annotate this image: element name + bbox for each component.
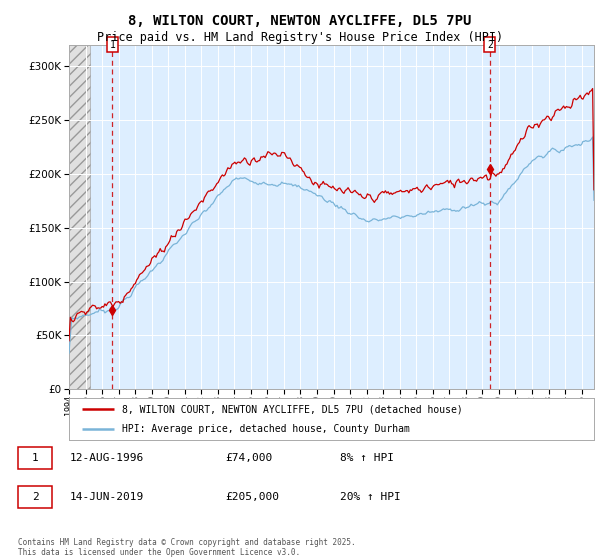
Text: 1: 1	[109, 40, 115, 50]
Text: 20% ↑ HPI: 20% ↑ HPI	[340, 492, 401, 502]
Text: 14-JUN-2019: 14-JUN-2019	[70, 492, 144, 502]
Text: 2: 2	[32, 492, 38, 502]
FancyBboxPatch shape	[18, 486, 52, 508]
Text: 12-AUG-1996: 12-AUG-1996	[70, 453, 144, 463]
Text: 1: 1	[32, 453, 38, 463]
Text: Price paid vs. HM Land Registry's House Price Index (HPI): Price paid vs. HM Land Registry's House …	[97, 31, 503, 44]
Text: 8, WILTON COURT, NEWTON AYCLIFFE, DL5 7PU (detached house): 8, WILTON COURT, NEWTON AYCLIFFE, DL5 7P…	[121, 404, 462, 414]
Bar	[69, 45, 91, 389]
Text: HPI: Average price, detached house, County Durham: HPI: Average price, detached house, Coun…	[121, 424, 409, 433]
Text: 8, WILTON COURT, NEWTON AYCLIFFE, DL5 7PU: 8, WILTON COURT, NEWTON AYCLIFFE, DL5 7P…	[128, 14, 472, 28]
Text: 8% ↑ HPI: 8% ↑ HPI	[340, 453, 394, 463]
Text: Contains HM Land Registry data © Crown copyright and database right 2025.
This d: Contains HM Land Registry data © Crown c…	[18, 538, 356, 557]
Text: 2: 2	[487, 40, 493, 50]
Text: £74,000: £74,000	[225, 453, 272, 463]
FancyBboxPatch shape	[18, 447, 52, 469]
Text: £205,000: £205,000	[225, 492, 279, 502]
